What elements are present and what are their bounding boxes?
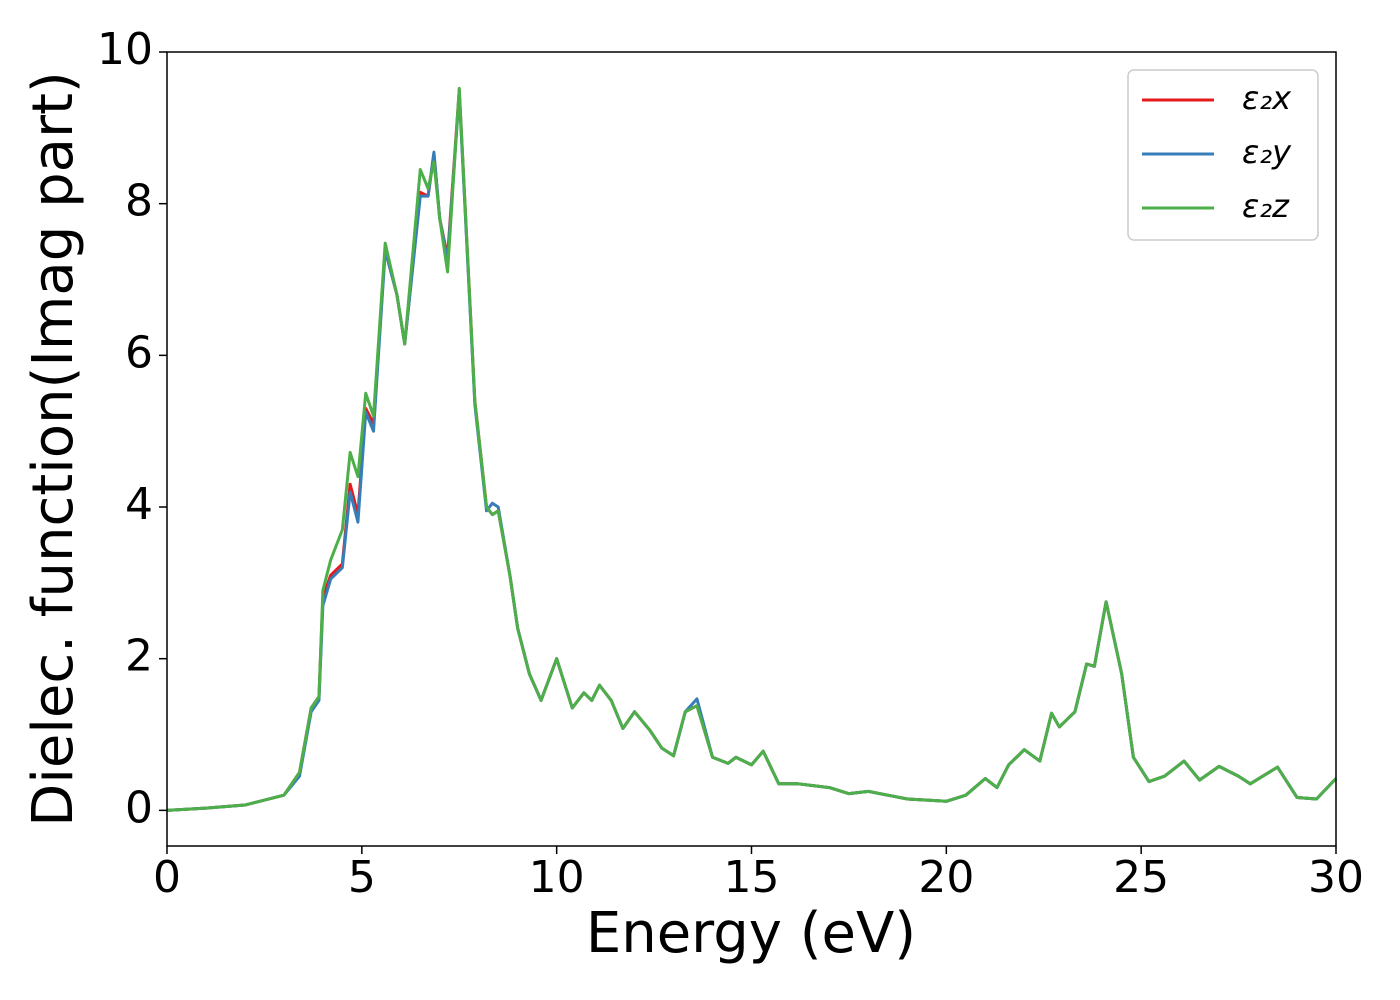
legend-box: [1127, 69, 1319, 241]
legend-label: ε₂z: [1242, 187, 1290, 225]
x-tick-label: 5: [348, 852, 376, 903]
x-tick-label: 15: [724, 852, 780, 903]
y-tick-label: 10: [97, 24, 153, 75]
x-tick-label: 0: [153, 852, 181, 903]
y-tick-label: 8: [125, 176, 153, 227]
y-tick-label: 2: [125, 631, 153, 682]
x-tick-label: 10: [529, 852, 585, 903]
x-axis-label: Energy (eV): [586, 901, 916, 966]
legend-label: ε₂x: [1242, 79, 1292, 117]
plot-frame: [166, 51, 1337, 847]
legend-label: ε₂y: [1242, 133, 1292, 171]
x-tick-label: 25: [1113, 852, 1169, 903]
x-tick-label: 20: [918, 852, 974, 903]
x-tick-label: 30: [1308, 852, 1364, 903]
y-tick-label: 0: [125, 782, 153, 833]
y-axis-label: Dielec. function(Imag part): [21, 71, 86, 827]
series-line: [166, 86, 1338, 812]
y-tick-label: 6: [125, 327, 153, 378]
y-tick-label: 4: [125, 479, 153, 530]
